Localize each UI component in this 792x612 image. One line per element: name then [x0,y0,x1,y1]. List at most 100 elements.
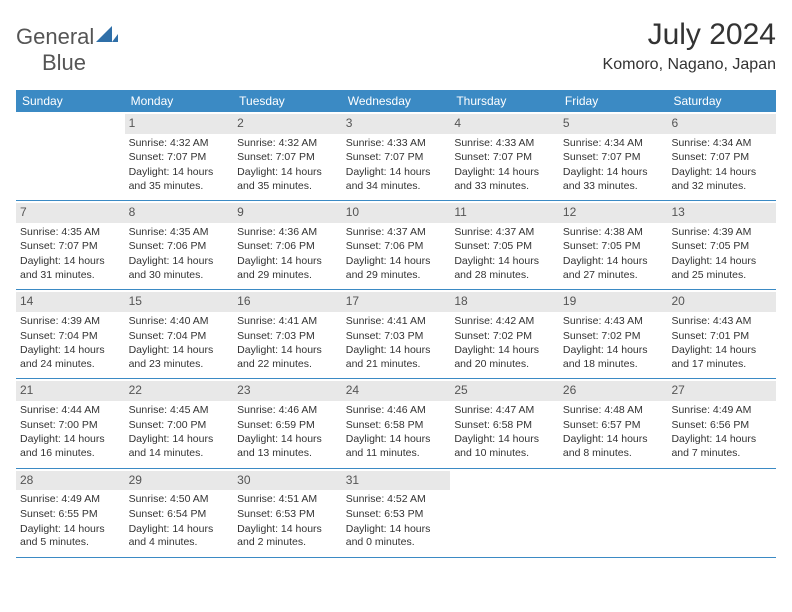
calendar-day: 26Sunrise: 4:48 AMSunset: 6:57 PMDayligh… [559,379,668,467]
day-info: Sunrise: 4:38 AMSunset: 7:05 PMDaylight:… [563,226,664,283]
sunset-line: Sunset: 7:05 PM [671,240,772,254]
calendar-day: 3Sunrise: 4:33 AMSunset: 7:07 PMDaylight… [342,112,451,200]
day-info: Sunrise: 4:34 AMSunset: 7:07 PMDaylight:… [671,137,772,194]
sunrise-line: Sunrise: 4:48 AM [563,404,664,418]
sunset-line: Sunset: 7:07 PM [563,151,664,165]
daylight-line: Daylight: 14 hours and 28 minutes. [454,255,555,282]
sunrise-line: Sunrise: 4:38 AM [563,226,664,240]
weekday-header: Friday [559,90,668,112]
calendar-day: 27Sunrise: 4:49 AMSunset: 6:56 PMDayligh… [667,379,776,467]
day-info: Sunrise: 4:51 AMSunset: 6:53 PMDaylight:… [237,493,338,550]
sunrise-line: Sunrise: 4:46 AM [346,404,447,418]
calendar-day: 10Sunrise: 4:37 AMSunset: 7:06 PMDayligh… [342,201,451,289]
daylight-line: Daylight: 14 hours and 30 minutes. [129,255,230,282]
sunset-line: Sunset: 7:01 PM [671,330,772,344]
page-header: General Blue July 2024 Komoro, Nagano, J… [16,18,776,76]
day-number: 22 [125,381,234,401]
sunrise-line: Sunrise: 4:37 AM [346,226,447,240]
daylight-line: Daylight: 14 hours and 5 minutes. [20,523,121,550]
day-number: 9 [233,203,342,223]
calendar-week: 21Sunrise: 4:44 AMSunset: 7:00 PMDayligh… [16,379,776,468]
day-info: Sunrise: 4:41 AMSunset: 7:03 PMDaylight:… [346,315,447,372]
day-number: 23 [233,381,342,401]
sunset-line: Sunset: 7:07 PM [671,151,772,165]
calendar-day: 1Sunrise: 4:32 AMSunset: 7:07 PMDaylight… [125,112,234,200]
day-number: 14 [16,292,125,312]
calendar-week: 14 Sunrise: 4:39 AMSunset: 7:04 PMDayligh… [16,290,776,379]
day-info: Sunrise: 4:39 AMSunset: 7:04 PMDaylight:… [20,315,121,372]
sunset-line: Sunset: 6:58 PM [454,419,555,433]
day-info: Sunrise: 4:52 AMSunset: 6:53 PMDaylight:… [346,493,447,550]
calendar-day-blank [16,112,125,200]
day-number: 17 [342,292,451,312]
weekday-header: Tuesday [233,90,342,112]
sunset-line: Sunset: 7:03 PM [237,330,338,344]
sunset-line: Sunset: 7:06 PM [346,240,447,254]
daylight-line: Daylight: 14 hours and 10 minutes. [454,433,555,460]
day-info: Sunrise: 4:44 AMSunset: 7:00 PMDaylight:… [20,404,121,461]
sunset-line: Sunset: 7:07 PM [129,151,230,165]
day-info: Sunrise: 4:46 AMSunset: 6:59 PMDaylight:… [237,404,338,461]
sunrise-line: Sunrise: 4:32 AM [237,137,338,151]
weekday-header: Thursday [450,90,559,112]
day-number: 25 [450,381,559,401]
daylight-line: Daylight: 14 hours and 23 minutes. [129,344,230,371]
daylight-line: Daylight: 14 hours and 18 minutes. [563,344,664,371]
weekday-header: Wednesday [342,90,451,112]
day-number: 27 [667,381,776,401]
day-number: 12 [559,203,668,223]
sunrise-line: Sunrise: 4:35 AM [20,226,121,240]
calendar-day: 18Sunrise: 4:42 AMSunset: 7:02 PMDayligh… [450,290,559,378]
day-number: 3 [342,114,451,134]
calendar-day: 28Sunrise: 4:49 AMSunset: 6:55 PMDayligh… [16,469,125,557]
calendar-day: 2Sunrise: 4:32 AMSunset: 7:07 PMDaylight… [233,112,342,200]
calendar-day: 22Sunrise: 4:45 AMSunset: 7:00 PMDayligh… [125,379,234,467]
daylight-line: Daylight: 14 hours and 21 minutes. [346,344,447,371]
daylight-line: Daylight: 14 hours and 24 minutes. [20,344,121,371]
day-number: 16 [233,292,342,312]
daylight-line: Daylight: 14 hours and 33 minutes. [454,166,555,193]
sunrise-line: Sunrise: 4:44 AM [20,404,121,418]
day-number: 7 [16,203,125,223]
sunset-line: Sunset: 7:02 PM [563,330,664,344]
day-number: 21 [16,381,125,401]
calendar-day: 29Sunrise: 4:50 AMSunset: 6:54 PMDayligh… [125,469,234,557]
calendar-day-blank [667,469,776,557]
day-number: 6 [667,114,776,134]
sunrise-line: Sunrise: 4:52 AM [346,493,447,507]
calendar-day: 6 Sunrise: 4:34 AMSunset: 7:07 PMDaylight… [667,112,776,200]
day-number: 11 [450,203,559,223]
sunrise-line: Sunrise: 4:50 AM [129,493,230,507]
location: Komoro, Nagano, Japan [603,56,776,74]
sunrise-line: Sunrise: 4:43 AM [671,315,772,329]
day-info: Sunrise: 4:32 AMSunset: 7:07 PMDaylight:… [237,137,338,194]
sunrise-line: Sunrise: 4:46 AM [237,404,338,418]
calendar-day: 17 Sunrise: 4:41 AMSunset: 7:03 PMDayligh… [342,290,451,378]
day-info: Sunrise: 4:37 AMSunset: 7:05 PMDaylight:… [454,226,555,283]
sunrise-line: Sunrise: 4:32 AM [129,137,230,151]
daylight-line: Daylight: 14 hours and 20 minutes. [454,344,555,371]
sunset-line: Sunset: 7:05 PM [563,240,664,254]
calendar-day: 11 Sunrise: 4:37 AMSunset: 7:05 PMDayligh… [450,201,559,289]
daylight-line: Daylight: 14 hours and 14 minutes. [129,433,230,460]
day-info: Sunrise: 4:41 AMSunset: 7:03 PMDaylight:… [237,315,338,372]
sunrise-line: Sunrise: 4:34 AM [671,137,772,151]
sunset-line: Sunset: 6:53 PM [346,508,447,522]
day-info: Sunrise: 4:43 AMSunset: 7:01 PMDaylight:… [671,315,772,372]
daylight-line: Daylight: 14 hours and 29 minutes. [346,255,447,282]
daylight-line: Daylight: 14 hours and 35 minutes. [129,166,230,193]
sunrise-line: Sunrise: 4:43 AM [563,315,664,329]
calendar-day: 8Sunrise: 4:35 AMSunset: 7:06 PMDaylight… [125,201,234,289]
sunset-line: Sunset: 7:00 PM [20,419,121,433]
sunset-line: Sunset: 7:03 PM [346,330,447,344]
day-number: 29 [125,471,234,491]
day-number: 18 [450,292,559,312]
daylight-line: Daylight: 14 hours and 16 minutes. [20,433,121,460]
daylight-line: Daylight: 14 hours and 11 minutes. [346,433,447,460]
calendar-day: 7Sunrise: 4:35 AMSunset: 7:07 PMDaylight… [16,201,125,289]
day-number: 8 [125,203,234,223]
calendar-week: 28Sunrise: 4:49 AMSunset: 6:55 PMDayligh… [16,469,776,558]
calendar-day: 19Sunrise: 4:43 AMSunset: 7:02 PMDayligh… [559,290,668,378]
sunset-line: Sunset: 7:07 PM [346,151,447,165]
sunrise-line: Sunrise: 4:41 AM [346,315,447,329]
